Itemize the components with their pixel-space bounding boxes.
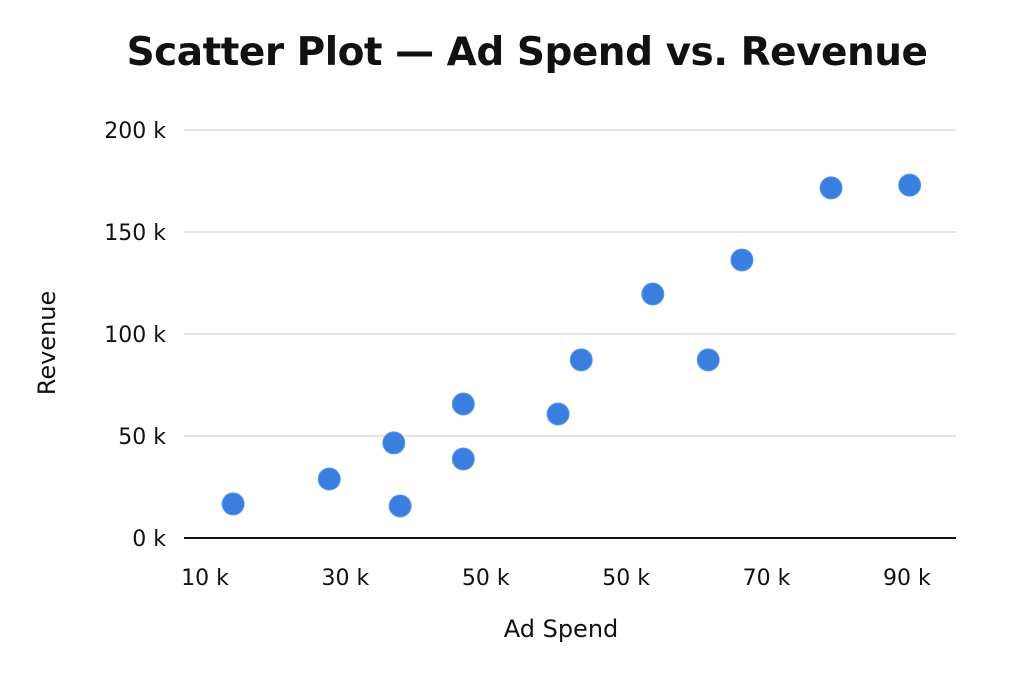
y-tick-label: 200 k [104, 119, 166, 144]
data-point [641, 282, 665, 306]
x-tick-label: 10 k [181, 566, 229, 591]
data-point [317, 467, 341, 491]
data-point [569, 348, 593, 372]
gridlines [184, 129, 956, 437]
y-tick-label: 100 k [104, 323, 166, 348]
x-tick-label: 30 k [322, 566, 370, 591]
data-point [382, 431, 406, 455]
data-point [696, 348, 720, 372]
x-tick-label: 70 k [743, 566, 791, 591]
data-point [898, 173, 922, 197]
data-point [388, 494, 412, 518]
y-tick-labels: 0 k 50 k 100 k 150 k 200 k [104, 119, 166, 552]
x-axis-label: Ad Spend [504, 615, 619, 643]
x-tick-labels: 10 k 30 k 50 k 50 k 70 k 90 k [181, 566, 931, 591]
y-tick-label: 0 k [132, 527, 166, 552]
x-tick-label: 50 k [602, 566, 650, 591]
data-points [221, 173, 922, 518]
data-point [546, 402, 570, 426]
y-axis-label: Revenue [33, 291, 61, 396]
data-point [819, 176, 843, 200]
data-point [451, 392, 475, 416]
chart-title: Scatter Plot — Ad Spend vs. Revenue [126, 30, 928, 75]
y-tick-label: 50 k [118, 425, 166, 450]
data-point [221, 492, 245, 516]
data-point [730, 248, 754, 272]
y-tick-label: 150 k [104, 221, 166, 246]
data-point [451, 447, 475, 471]
x-tick-label: 50 k [462, 566, 510, 591]
x-tick-label: 90 k [883, 566, 931, 591]
